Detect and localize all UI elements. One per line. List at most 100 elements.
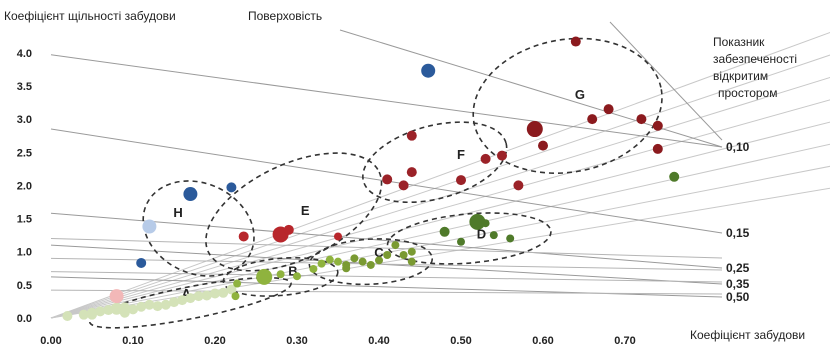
data-point (456, 175, 466, 186)
data-point (382, 174, 393, 185)
data-point (293, 272, 301, 281)
boundary-line (609, 21, 723, 141)
data-point (636, 114, 647, 125)
data-point (342, 264, 351, 273)
data-point (526, 121, 543, 138)
data-point (334, 257, 342, 266)
data-point (119, 307, 130, 318)
cluster-ellipse (386, 212, 552, 265)
x-tick-label: 0.30 (286, 335, 307, 347)
data-point (480, 153, 491, 164)
data-point (603, 104, 614, 115)
data-point (193, 291, 204, 302)
x-tick-label: 0.50 (450, 335, 471, 347)
line-labels: 1312111098760,100,150,250,350,50 (726, 140, 750, 304)
data-point (210, 288, 220, 299)
x-tick-label: 0.20 (204, 335, 225, 347)
data-point (669, 171, 680, 182)
ratio-title: Показник забезпеченості відкритим простором (713, 35, 797, 100)
data-point (406, 167, 417, 178)
data-point (399, 251, 408, 260)
floor-ray (50, 54, 830, 319)
data-point (439, 226, 450, 237)
reference-lines (50, 21, 830, 319)
y-tick-label: 2.5 (17, 147, 32, 159)
data-points (62, 36, 680, 322)
y-tick-label: 0.0 (17, 313, 32, 325)
cluster-ellipse (205, 152, 383, 272)
y-tick-label: 3.5 (17, 81, 32, 93)
data-point (489, 231, 498, 240)
data-point (276, 270, 285, 279)
data-point (652, 120, 663, 131)
data-point (350, 254, 359, 263)
ratio-label: 0,50 (726, 290, 750, 304)
ratio-line-minor (50, 237, 723, 259)
cluster-label: A (182, 286, 192, 301)
ratio-label: 0,10 (726, 140, 750, 154)
cluster-ellipse (362, 121, 508, 204)
ratio-label: 0,25 (726, 261, 750, 275)
data-point (183, 187, 198, 202)
y-tick-label: 1.0 (17, 247, 32, 259)
cluster-label: H (173, 205, 182, 220)
data-point (538, 140, 548, 151)
data-point (325, 255, 334, 264)
x-axis-title: Коефіцієнт забудови (690, 328, 805, 342)
data-point (110, 302, 123, 315)
cluster-label: C (374, 245, 384, 260)
data-point (136, 257, 147, 268)
data-point (231, 292, 240, 301)
data-point (256, 268, 273, 285)
data-point (78, 309, 89, 320)
cluster-label: B (288, 264, 297, 279)
data-point (144, 299, 155, 310)
data-point (587, 114, 598, 125)
x-tick-label: 0.60 (532, 335, 553, 347)
floor-ray (50, 31, 830, 319)
data-point (95, 306, 106, 317)
data-point (334, 232, 342, 241)
data-point (407, 257, 416, 266)
ratio-label: 0,35 (726, 277, 750, 291)
data-point (201, 290, 212, 301)
cluster-label: F (457, 147, 465, 162)
x-tick-label: 0.40 (368, 335, 389, 347)
y-tick-label: 3.0 (17, 114, 32, 126)
axes: Коефіцієнт щільності забудови Коефіцієнт… (4, 9, 805, 342)
data-point (177, 295, 188, 306)
ratio-line-minor (50, 257, 723, 271)
data-point (218, 287, 229, 298)
data-point (136, 301, 147, 312)
data-point (570, 36, 581, 47)
data-point (62, 311, 73, 322)
cluster-label: G (575, 87, 585, 102)
data-point (406, 130, 417, 141)
data-point (383, 251, 392, 260)
data-point (366, 260, 375, 269)
data-point (391, 241, 400, 250)
floor-ray (50, 76, 830, 319)
y-tick-label: 0.5 (17, 280, 32, 292)
ratio-label: 0,15 (726, 226, 750, 240)
data-point (652, 143, 663, 154)
data-point (226, 284, 237, 295)
data-point (169, 297, 179, 308)
data-point (238, 231, 249, 242)
ratio-line-minor (50, 289, 723, 295)
x-tick-label: 0.00 (40, 335, 61, 347)
ratio-line-minor (50, 271, 723, 283)
data-point (398, 180, 409, 191)
data-point (87, 309, 97, 320)
x-tick-label: 0.70 (614, 335, 635, 347)
data-point (407, 247, 416, 256)
data-point (128, 304, 138, 315)
y-tick-label: 1.5 (17, 214, 32, 226)
data-point (481, 219, 490, 228)
data-point (317, 259, 326, 268)
cluster-label: D (477, 226, 486, 241)
y-tick-label: 2.0 (17, 180, 32, 192)
data-point (513, 180, 524, 191)
data-point (375, 256, 383, 265)
